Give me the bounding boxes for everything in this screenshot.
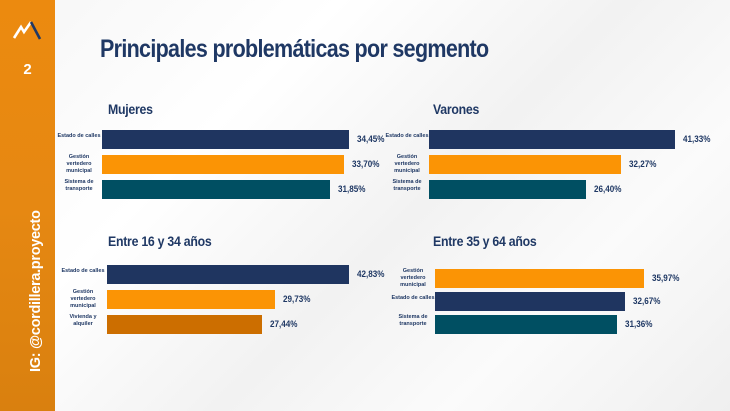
- bar: [102, 180, 331, 199]
- bar: [102, 155, 344, 174]
- bar: [435, 315, 618, 334]
- sidebar: 2 IG: @cordillera.proyecto: [0, 0, 55, 411]
- value-label: 27,44%: [270, 319, 298, 329]
- segment-title: Entre 35 y 64 años: [433, 233, 537, 249]
- category-label: Estado de calles: [385, 132, 429, 139]
- segment-title: Varones: [433, 101, 480, 117]
- value-label: 34,45%: [357, 134, 385, 144]
- value-label: 32,67%: [632, 296, 661, 306]
- category-label: Estado de calles: [391, 294, 435, 301]
- mountain-icon: [12, 21, 42, 40]
- value-label: 33,70%: [351, 159, 380, 169]
- bar: [107, 265, 349, 284]
- category-label: Sistema de transporte: [64, 179, 94, 192]
- category-label: Gestión vertedero municipal: [400, 268, 426, 288]
- segment-title: Mujeres: [108, 101, 153, 117]
- bar: [107, 290, 275, 309]
- bar: [429, 155, 621, 174]
- value-label: 32,27%: [629, 159, 657, 169]
- category-label: Sistema de transporte: [398, 314, 428, 327]
- bar: [435, 269, 644, 288]
- category-label: Vivienda y alquiler: [69, 314, 97, 327]
- value-label: 41,33%: [682, 134, 711, 144]
- value-label: 35,97%: [651, 273, 680, 283]
- value-label: 29,73%: [282, 294, 311, 304]
- segment-title: Entre 16 y 34 años: [108, 233, 212, 249]
- category-label: Estado de calles: [57, 132, 101, 139]
- value-label: 31,85%: [338, 184, 366, 194]
- bar: [429, 180, 587, 199]
- category-label: Estado de calles: [61, 267, 105, 274]
- bar: [107, 315, 263, 334]
- page-number: 2: [23, 61, 32, 78]
- category-label: Gestión vertedero municipal: [70, 289, 96, 309]
- value-label: 26,40%: [594, 184, 622, 194]
- page-title: Principales problemáticas por segmento: [100, 35, 489, 63]
- category-label: Gestión vertedero municipal: [394, 154, 420, 174]
- bar: [435, 292, 625, 311]
- category-label: Sistema de transporte: [392, 179, 422, 192]
- value-label: 31,36%: [625, 319, 653, 329]
- instagram-handle: IG: @cordillera.proyecto: [28, 210, 44, 372]
- category-label: Gestión vertedero municipal: [66, 154, 92, 174]
- bar: [102, 130, 349, 149]
- value-label: 42,83%: [356, 269, 385, 279]
- bar: [429, 130, 675, 149]
